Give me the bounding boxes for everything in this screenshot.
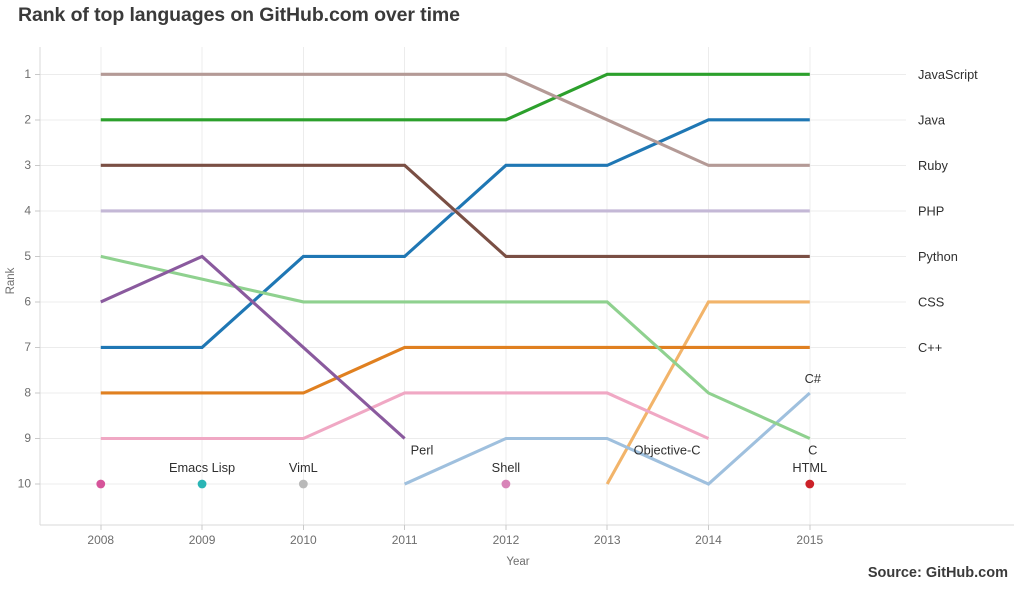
series-group [100, 72, 811, 486]
axes-group [35, 47, 1014, 530]
series-labels-group: JavaScript Java Ruby PHP Python CSS C++ C# C Obje… [411, 67, 979, 458]
series-label-php: PHP [918, 203, 944, 218]
x-tick-label: 2009 [189, 533, 216, 547]
tick-labels-group: 1 2 3 4 5 6 7 8 9 10 2008 2009 2010 2011 2012 2013 2014 2… [5, 67, 823, 568]
x-tick-label: 2013 [594, 533, 621, 547]
data-point-viml [298, 479, 308, 489]
y-tick-label: 4 [24, 204, 31, 218]
series-label-javascript: JavaScript [918, 67, 978, 82]
point-label-shell: Shell [492, 460, 520, 475]
series-line-ruby [100, 72, 810, 167]
y-tick-label: 9 [24, 431, 31, 445]
point-label-html: HTML [792, 460, 827, 475]
series-label-css: CSS [918, 294, 944, 309]
series-label-perl: Perl [411, 443, 434, 458]
point-label-viml: VimL [289, 460, 318, 475]
y-tick-label: 8 [24, 386, 31, 400]
x-tick-label: 2014 [695, 533, 722, 547]
page-title: Rank of top languages on GitHub.com over… [18, 4, 460, 26]
series-label-python: Python [918, 249, 958, 264]
data-point-unlabeled [96, 479, 106, 489]
series-line-python [100, 163, 810, 258]
series-label-java: Java [918, 112, 946, 127]
series-line-c- [100, 345, 810, 395]
x-tick-label: 2012 [493, 533, 520, 547]
series-label-c: C [808, 443, 817, 458]
data-point-html [805, 479, 815, 489]
series-line-c [100, 254, 811, 440]
x-tick-label: 2010 [290, 533, 317, 547]
series-line-objective-c [100, 391, 710, 441]
data-point-shell [501, 479, 511, 489]
x-tick-label: 2015 [796, 533, 823, 547]
y-axis-title: Rank [5, 267, 17, 294]
y-tick-label: 6 [24, 295, 31, 309]
x-tick-label: 2008 [87, 533, 114, 547]
series-line-perl [100, 254, 406, 440]
series-label-objective-c: Objective-C [634, 443, 701, 458]
data-point-emacs-lisp [197, 479, 207, 489]
series-line-javascript [100, 72, 810, 122]
series-label-c-: C++ [918, 340, 942, 355]
y-tick-label: 7 [24, 340, 31, 354]
x-axis-title: Year [506, 556, 529, 568]
series-line-css [605, 300, 810, 485]
point-label-emacs-lisp: Emacs Lisp [169, 460, 235, 475]
x-tick-label: 2011 [392, 533, 418, 547]
y-tick-label: 10 [18, 477, 32, 491]
points-group: Emacs Lisp VimL Shell HTML [96, 460, 827, 489]
y-tick-label: 5 [24, 249, 31, 263]
series-line-c- [403, 391, 811, 486]
y-tick-label: 1 [24, 67, 31, 81]
source-note: Source: GitHub.com [867, 565, 1008, 581]
series-label-c-: C# [805, 371, 822, 386]
series-label-ruby: Ruby [918, 158, 948, 173]
y-tick-label: 3 [24, 158, 31, 172]
y-tick-label: 2 [24, 113, 31, 127]
